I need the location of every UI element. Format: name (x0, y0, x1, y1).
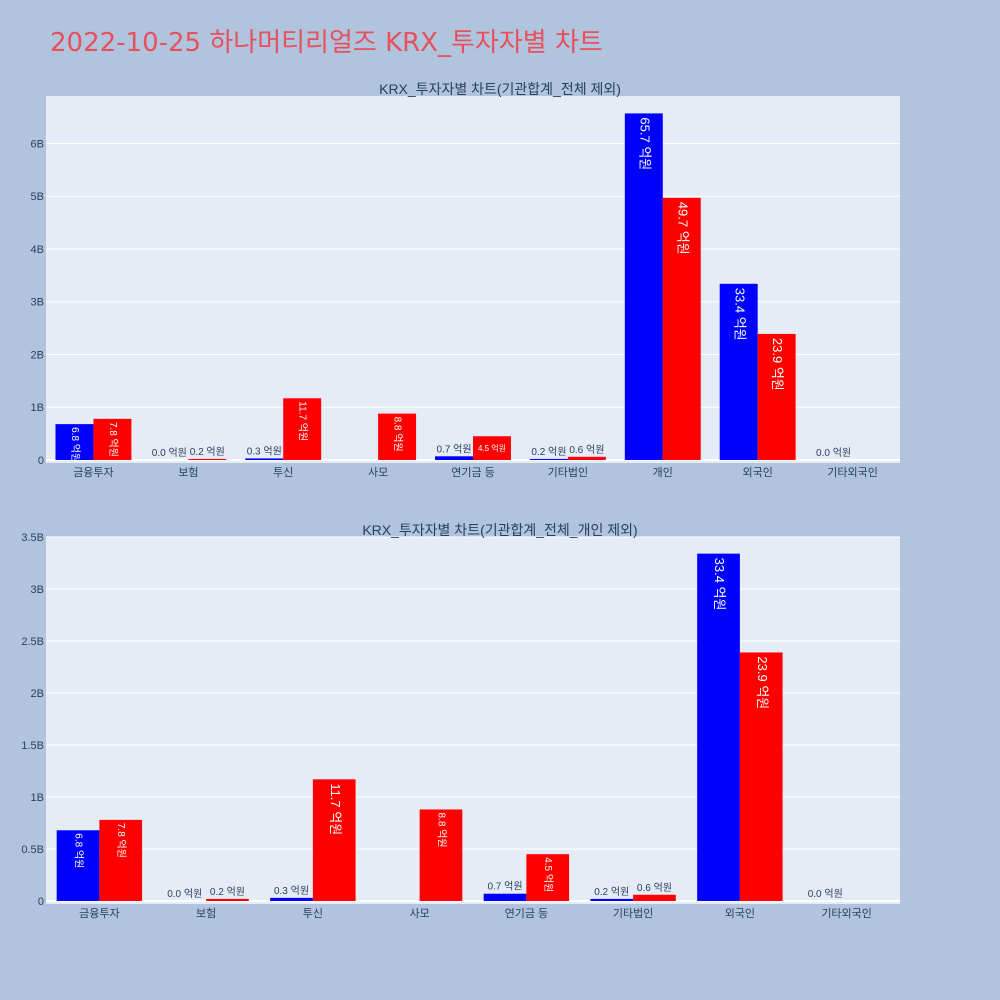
bar-label: 0.3 억원 (247, 445, 282, 457)
bar (56, 830, 100, 901)
x-tick-label: 금융투자 (79, 907, 119, 920)
bar (435, 456, 473, 460)
bar (719, 283, 758, 460)
y-tick-label: 5B (31, 191, 44, 203)
bar-label: 0.6 억원 (569, 444, 604, 456)
bar (55, 424, 94, 460)
bar-label: 7.8 억원 (107, 422, 119, 457)
y-tick-label: 0 (38, 896, 44, 908)
bar-label: 8.8 억원 (391, 417, 403, 452)
bar (697, 553, 740, 901)
bar (529, 458, 568, 460)
x-tick-label: 개인 (653, 466, 673, 479)
x-tick-label: 사모 (368, 466, 388, 479)
x-tick-label: 보험 (196, 907, 216, 920)
y-tick-label: 0 (38, 455, 44, 467)
bar-label: 65.7 억원 (637, 117, 652, 170)
bar-label: 0.0 억원 (152, 447, 187, 459)
bar-label: 0.6 억원 (637, 882, 672, 894)
y-tick-label: 1B (31, 792, 44, 804)
bar (312, 779, 356, 901)
bar-label: 0.3 억원 (274, 885, 309, 897)
bar (99, 819, 143, 901)
y-tick-label: 6B (31, 138, 44, 150)
bar (483, 893, 527, 901)
page-title: 2022-10-25 하나머티리얼즈 KRX_투자자별 차트 (50, 28, 603, 58)
bar (567, 456, 606, 460)
y-tick-label: 4B (31, 244, 44, 256)
bar-label: 6.8 억원 (69, 427, 81, 462)
bar-label: 11.7 억원 (328, 783, 343, 835)
bar (206, 898, 249, 901)
x-tick-label: 외국인 (725, 907, 755, 920)
bar-label: 7.8 억원 (115, 823, 127, 858)
bar-label: 33.4 억원 (732, 288, 747, 341)
bar-label: 0.2 억원 (594, 886, 629, 898)
bar (739, 652, 783, 901)
x-tick-label: 기타법인 (613, 907, 653, 920)
bar-label: 0.7 억원 (487, 881, 522, 893)
bar-label: 0.0 억원 (167, 888, 202, 900)
bar (473, 436, 511, 460)
x-tick-label: 연기금 등 (505, 907, 549, 920)
bar (662, 197, 701, 460)
bar (270, 897, 313, 901)
x-tick-label: 금융투자 (73, 466, 113, 479)
bar (419, 809, 463, 901)
bar-label: 49.7 억원 (675, 202, 690, 255)
x-tick-label: 기타외국인 (821, 907, 872, 920)
bar (624, 113, 663, 461)
bar-label: 23.9 억원 (755, 656, 770, 709)
x-tick-label: 사모 (410, 907, 430, 920)
bar (245, 458, 284, 460)
y-tick-label: 2B (31, 688, 44, 700)
bar-label: 0.0 억원 (816, 447, 851, 459)
x-tick-label: 투신 (273, 466, 293, 479)
y-tick-label: 2.5B (21, 636, 44, 648)
bar-label: 6.8 억원 (72, 833, 84, 868)
x-tick-label: 외국인 (742, 466, 772, 479)
bar-label: 0.2 억원 (531, 446, 566, 458)
chart-title: KRX_투자자별 차트(기관합계_전체 제외) (379, 81, 621, 97)
x-tick-label: 기타법인 (548, 466, 588, 479)
bar-label: 0.2 억원 (210, 886, 245, 898)
bar-label: 0.2 억원 (190, 446, 225, 458)
y-tick-label: 2B (31, 349, 44, 361)
chart-title: KRX_투자자별 차트(기관합계_전체_개인 제외) (362, 522, 637, 538)
bar (283, 398, 322, 460)
bar-label: 4.5 억원 (478, 443, 506, 453)
bar (757, 333, 796, 460)
bar-label: 23.9 억원 (770, 338, 785, 391)
x-tick-label: 연기금 등 (451, 466, 495, 479)
y-tick-label: 3B (31, 584, 44, 596)
y-tick-label: 1.5B (21, 740, 44, 752)
y-tick-label: 3.5B (21, 532, 44, 544)
bar (590, 898, 634, 901)
bar-label: 0.0 억원 (808, 888, 843, 900)
bar-label: 11.7 억원 (297, 401, 309, 441)
y-tick-label: 0.5B (21, 844, 44, 856)
bar-label: 0.7 억원 (436, 443, 471, 455)
bar (378, 413, 417, 460)
x-tick-label: 보험 (178, 466, 198, 479)
bar (633, 894, 676, 901)
bar (526, 854, 570, 901)
bar-label: 4.5 억원 (542, 857, 554, 892)
bar (93, 418, 132, 460)
y-tick-label: 3B (31, 297, 44, 309)
bar-label: 8.8 억원 (435, 812, 447, 847)
x-tick-label: 투신 (303, 907, 323, 920)
bar (188, 458, 227, 460)
bar-label: 33.4 억원 (712, 558, 727, 611)
chart-2: 0 0.5B 1B 1.5B 2B 2.5B 3B 3.5B KRX_투자자별 차트(기관합계_… (21, 522, 900, 920)
chart-1: 0 1B 2B 3B 4B 5B 6B KRX_투자자별 차트(기관합계_전체 제외) 금융투자… (31, 81, 900, 479)
x-tick-label: 기타외국인 (827, 466, 878, 479)
y-tick-label: 1B (31, 402, 44, 414)
